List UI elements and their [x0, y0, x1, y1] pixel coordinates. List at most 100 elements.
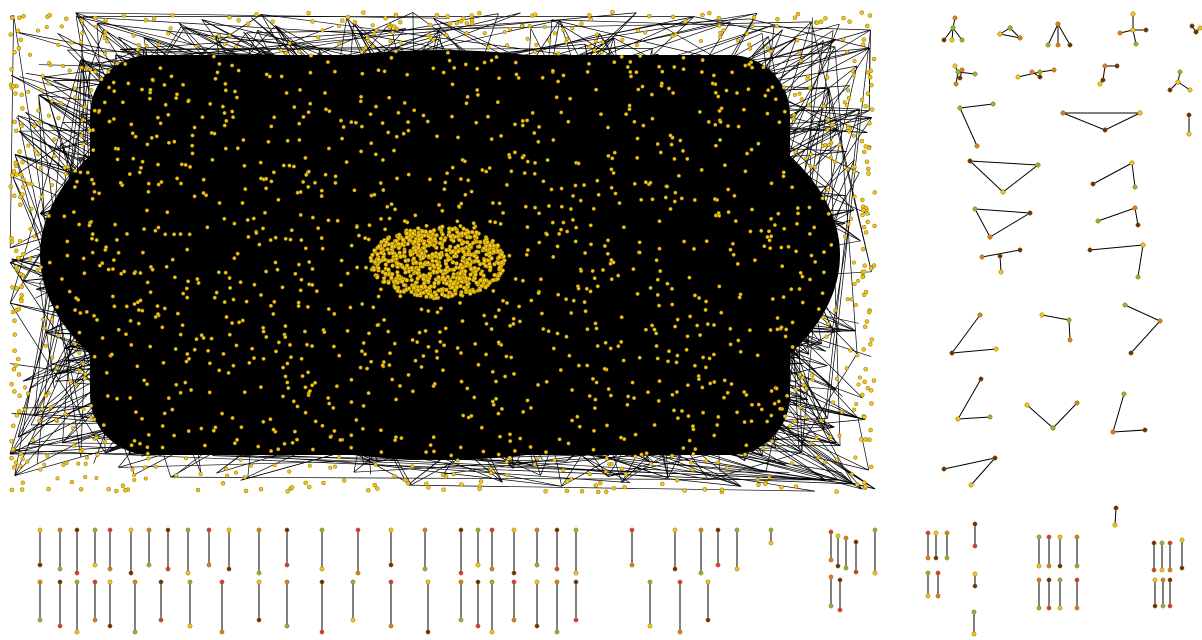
node: [57, 579, 63, 585]
node: [127, 172, 132, 177]
node: [747, 42, 752, 47]
node: [413, 213, 418, 218]
node: [256, 570, 262, 576]
pair-component: [458, 527, 464, 576]
node: [1090, 181, 1096, 187]
edge: [10, 74, 107, 128]
node: [467, 234, 473, 240]
node: [443, 261, 449, 267]
node: [711, 322, 717, 328]
node: [322, 90, 328, 96]
node: [433, 292, 439, 298]
node: [458, 570, 464, 576]
node: [58, 101, 64, 106]
node: [110, 267, 115, 272]
node: [59, 276, 64, 282]
node: [410, 389, 415, 394]
node: [13, 460, 19, 465]
node: [10, 285, 15, 290]
node: [670, 135, 675, 140]
node: [437, 240, 443, 246]
node: [511, 371, 517, 376]
node: [371, 305, 376, 310]
edge: [148, 407, 192, 440]
node: [378, 428, 383, 433]
edge: [363, 463, 562, 487]
node: [235, 146, 240, 151]
edge: [498, 126, 712, 339]
node: [183, 162, 188, 167]
edge: [144, 250, 698, 434]
pair-component: [944, 530, 950, 561]
node: [446, 229, 452, 235]
node: [333, 464, 338, 469]
node: [349, 433, 354, 438]
edge: [93, 116, 713, 297]
node: [736, 338, 741, 343]
node: [431, 449, 437, 454]
node: [366, 237, 371, 242]
node: [47, 12, 52, 18]
node: [768, 246, 773, 251]
node: [88, 67, 93, 72]
small-component: [1122, 302, 1163, 356]
node: [542, 24, 547, 29]
node: [64, 16, 69, 22]
node: [162, 82, 167, 87]
node: [335, 218, 340, 223]
node: [461, 16, 466, 21]
edge: [103, 54, 117, 166]
node: [806, 103, 811, 108]
node: [671, 90, 676, 96]
edge: [640, 258, 815, 269]
node: [370, 23, 375, 28]
node: [46, 213, 51, 219]
node: [12, 389, 17, 394]
pair-component: [1167, 577, 1173, 609]
node: [1057, 605, 1063, 611]
node: [283, 51, 288, 56]
node: [770, 296, 775, 302]
node: [972, 206, 978, 212]
node: [17, 202, 23, 208]
node: [105, 393, 110, 399]
node: [1140, 242, 1146, 248]
node: [394, 134, 399, 139]
node: [852, 169, 857, 174]
node: [847, 19, 852, 24]
node: [748, 46, 753, 51]
node: [360, 301, 365, 307]
node: [491, 277, 497, 283]
node: [489, 58, 494, 63]
node: [213, 76, 218, 81]
node: [829, 242, 834, 247]
node: [467, 276, 472, 282]
node: [455, 229, 460, 235]
edge: [569, 324, 617, 356]
node: [761, 65, 766, 70]
node: [92, 15, 98, 21]
node: [853, 302, 858, 308]
node: [639, 197, 644, 202]
node: [406, 172, 411, 177]
node: [705, 322, 710, 327]
node: [19, 293, 24, 298]
node: [360, 71, 365, 76]
node: [25, 459, 30, 464]
node: [843, 565, 849, 571]
edge: [1068, 319, 1071, 341]
node: [564, 39, 569, 45]
node: [307, 389, 312, 394]
edge: [96, 107, 157, 396]
node: [8, 32, 13, 37]
node: [421, 353, 426, 359]
node: [294, 437, 300, 442]
node: [156, 225, 161, 230]
node: [442, 187, 447, 192]
node: [231, 363, 236, 368]
edge: [129, 433, 641, 455]
node: [78, 449, 83, 454]
small-component: [997, 25, 1023, 41]
node: [650, 116, 655, 121]
node: [655, 356, 660, 361]
